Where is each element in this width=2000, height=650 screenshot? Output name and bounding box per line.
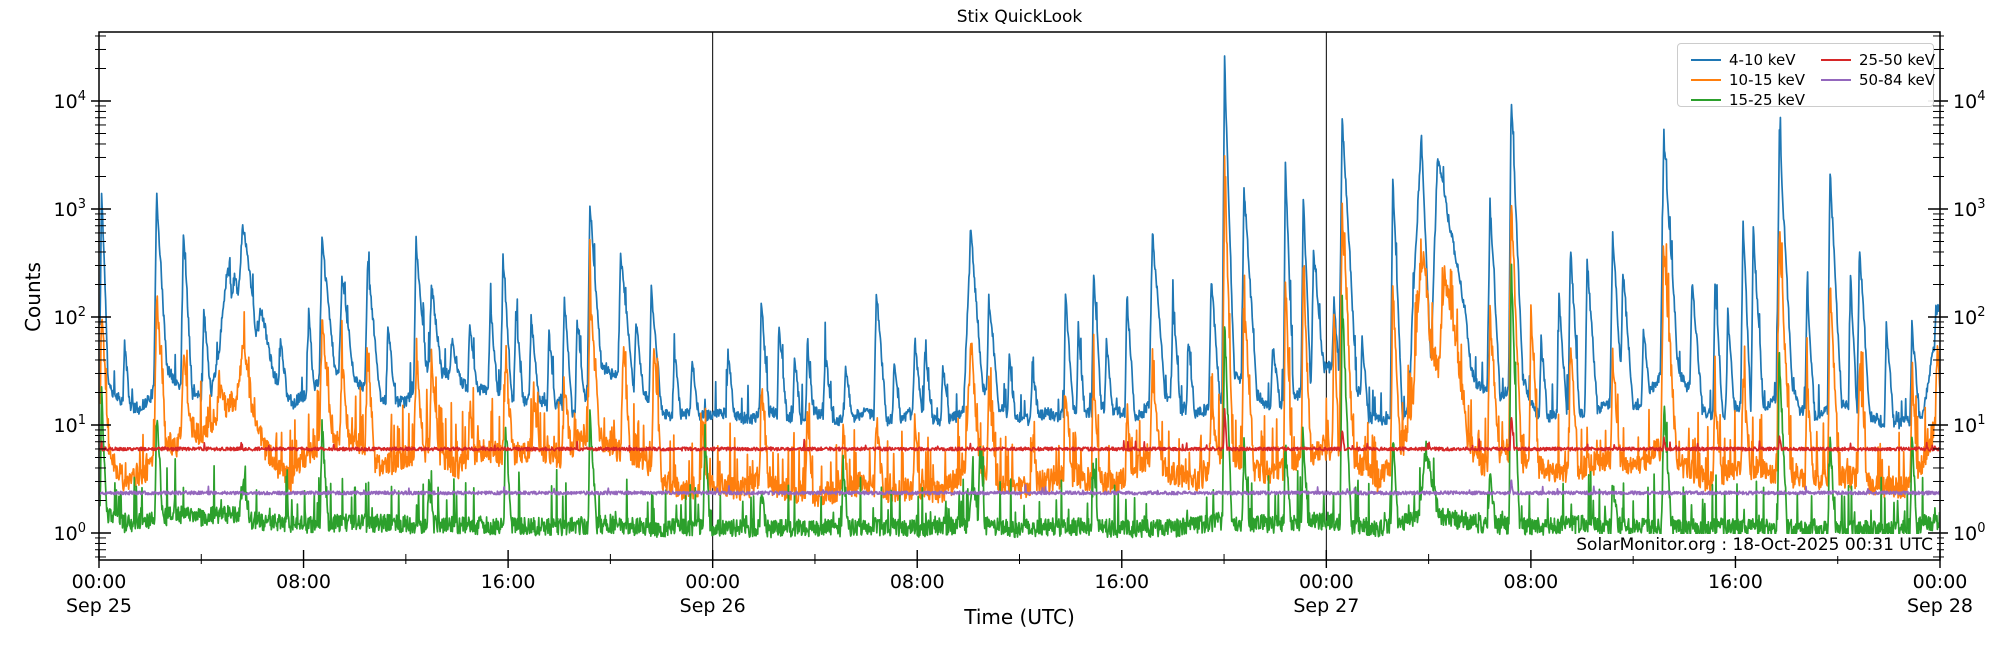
series-group bbox=[99, 55, 1940, 540]
y-tick-label-left: 100 bbox=[54, 521, 86, 545]
legend-line-swatch bbox=[1691, 58, 1721, 62]
x-tick-label: 00:00 bbox=[1913, 571, 1968, 593]
legend-label: 10-15 keV bbox=[1729, 71, 1805, 89]
y-tick-label-right: 103 bbox=[1953, 197, 1985, 221]
legend-label: 25-50 keV bbox=[1859, 51, 1935, 69]
y-tick-label-left: 103 bbox=[54, 197, 86, 221]
x-date-label: Sep 25 bbox=[66, 595, 132, 617]
x-tick-label: 08:00 bbox=[890, 571, 945, 593]
y-tick-label-right: 101 bbox=[1953, 413, 1985, 437]
x-tick-label: 08:00 bbox=[276, 571, 331, 593]
series-10-15-keV-line bbox=[99, 154, 1940, 508]
x-tick-label: 16:00 bbox=[481, 571, 536, 593]
y-tick-label-right: 100 bbox=[1953, 521, 1985, 545]
legend-line-swatch bbox=[1691, 98, 1721, 102]
series-25-50-keV-line bbox=[99, 407, 1940, 452]
series-50-84-keV-line bbox=[99, 479, 1940, 496]
legend-label: 50-84 keV bbox=[1859, 71, 1935, 89]
legend-label: 15-25 keV bbox=[1729, 91, 1805, 109]
ticks-group bbox=[91, 35, 1948, 568]
watermark: SolarMonitor.org : 18-Oct-2025 00:31 UTC bbox=[1572, 534, 1937, 556]
y-tick-label-left: 104 bbox=[54, 89, 86, 113]
legend-item-4-10-keV: 4-10 keV bbox=[1691, 50, 1795, 70]
y-tick-label-right: 102 bbox=[1953, 305, 1985, 329]
x-date-label: Sep 27 bbox=[1293, 595, 1359, 617]
legend-line-swatch bbox=[1691, 78, 1721, 82]
y-tick-label-left: 101 bbox=[54, 413, 86, 437]
x-tick-label: 00:00 bbox=[685, 571, 740, 593]
y-axis-label: Counts bbox=[21, 262, 45, 332]
legend-label: 4-10 keV bbox=[1729, 51, 1796, 69]
legend-item-25-50-keV: 25-50 keV bbox=[1821, 50, 1935, 70]
x-date-label: Sep 26 bbox=[680, 595, 746, 617]
legend-item-10-15-keV: 10-15 keV bbox=[1691, 70, 1805, 90]
x-axis-label: Time (UTC) bbox=[964, 605, 1075, 629]
x-tick-label: 00:00 bbox=[72, 571, 127, 593]
x-tick-label: 16:00 bbox=[1094, 571, 1149, 593]
y-tick-label-left: 102 bbox=[54, 305, 86, 329]
legend-item-15-25-keV: 15-25 keV bbox=[1691, 90, 1805, 110]
series-15-25-keV-line bbox=[99, 263, 1940, 540]
legend-line-swatch bbox=[1821, 58, 1851, 62]
legend: 4-10 keV 10-15 keV 15-25 keV 25-50 keV 50-84… bbox=[1677, 43, 1935, 110]
y-tick-label-right: 104 bbox=[1953, 89, 1985, 113]
x-date-label: Sep 28 bbox=[1907, 595, 1973, 617]
x-tick-label: 08:00 bbox=[1504, 571, 1559, 593]
legend-item-50-84-keV: 50-84 keV bbox=[1821, 70, 1935, 90]
series-4-10-keV-line bbox=[99, 55, 1940, 430]
x-tick-label: 00:00 bbox=[1299, 571, 1354, 593]
chart-title: Stix QuickLook bbox=[956, 7, 1083, 27]
x-tick-label: 16:00 bbox=[1708, 571, 1763, 593]
legend-line-swatch bbox=[1821, 78, 1851, 82]
